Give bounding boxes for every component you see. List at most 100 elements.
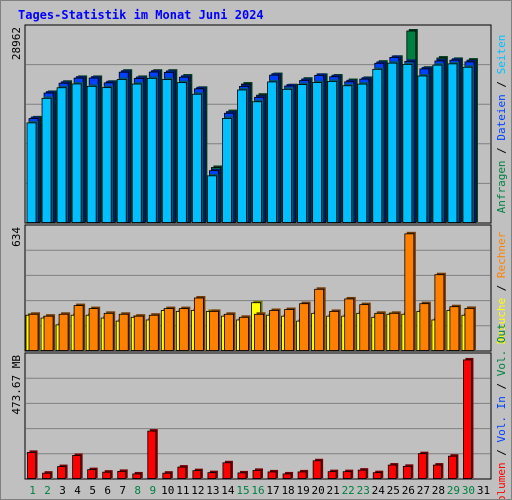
bar-volumen-9	[147, 430, 157, 479]
bar-seiten-9	[146, 77, 157, 223]
day-label-30: 30	[462, 484, 475, 497]
bar-rechner-23	[359, 304, 370, 351]
day-label-3: 3	[59, 484, 66, 497]
legend-separator: /	[495, 141, 508, 161]
bar-rechner-13	[209, 311, 219, 351]
bar-seiten-16	[252, 101, 262, 223]
day-label-5: 5	[89, 484, 96, 497]
day-label-31: 31	[477, 484, 490, 497]
bar-volumen-24	[372, 472, 382, 479]
bar-volumen-29	[448, 455, 457, 479]
bar-seiten-10	[161, 79, 172, 223]
legend-separator: /	[495, 442, 508, 462]
day-label-2: 2	[44, 484, 51, 497]
bar-rechner-25	[389, 312, 400, 351]
bar-rechner-11	[178, 308, 189, 351]
legend-visits: Besuche / Rechner	[495, 231, 508, 344]
bar-volumen-15	[237, 472, 247, 479]
bar-rechner-27	[419, 303, 430, 351]
day-label-4: 4	[74, 484, 81, 497]
bar-volumen-4	[72, 455, 82, 479]
bar-rechner-17	[269, 310, 279, 351]
day-label-15: 15	[236, 484, 249, 497]
panel-visits: 634 Besuche / Rechner	[10, 224, 508, 352]
legend-volume: Volumen / Vol. In / Vol. Out	[495, 323, 508, 499]
bar-rechner-14	[224, 313, 234, 351]
bar-rechner-30	[464, 308, 475, 351]
day-label-19: 19	[296, 484, 309, 497]
day-label-18: 18	[281, 484, 294, 497]
bar-rechner-29	[449, 306, 460, 351]
chart-title: Tages-Statistik im Monat Juni 2024	[18, 8, 264, 22]
bar-rechner-22	[344, 298, 355, 351]
bar-rechner-7	[118, 313, 129, 351]
panel-volume: 473.67 MB Volumen / Vol. In / Vol. Out	[10, 323, 508, 499]
bar-rechner-2	[43, 315, 54, 351]
bar-volumen-23	[357, 469, 367, 479]
day-label-23: 23	[357, 484, 370, 497]
bar-volumen-28	[432, 464, 442, 479]
bar-volumen-14	[222, 462, 232, 479]
bar-seiten-30	[462, 66, 473, 223]
day-label-17: 17	[266, 484, 279, 497]
bar-seiten-5	[86, 85, 97, 223]
bar-volumen-13	[207, 472, 217, 479]
bar-volumen-16	[252, 469, 262, 479]
bar-rechner-19	[299, 303, 309, 351]
day-label-1: 1	[29, 484, 36, 497]
day-label-9: 9	[149, 484, 156, 497]
bar-seiten-4	[71, 83, 82, 223]
day-label-13: 13	[206, 484, 219, 497]
bar-rechner-1	[28, 313, 39, 351]
legend-separator: /	[495, 376, 508, 396]
bar-rechner-15	[239, 316, 249, 351]
bar-volumen-2	[42, 472, 51, 479]
legend-item: Seiten	[495, 35, 508, 75]
bar-seiten-8	[131, 83, 142, 223]
bar-volumen-6	[102, 471, 112, 479]
day-label-16: 16	[251, 484, 264, 497]
day-label-25: 25	[387, 484, 400, 497]
bar-seiten-23	[357, 83, 368, 223]
bar-seiten-28	[432, 64, 443, 223]
bar-seiten-22	[342, 85, 353, 223]
bar-volumen-19	[297, 471, 307, 479]
bar-volumen-11	[177, 466, 187, 479]
bar-rechner-21	[329, 311, 340, 351]
bar-seiten-6	[101, 87, 112, 223]
panel-border	[24, 352, 492, 480]
bar-volumen-27	[417, 453, 427, 479]
day-label-11: 11	[176, 484, 189, 497]
bar-volumen-3	[57, 466, 66, 479]
bar-rechner-4	[73, 305, 84, 351]
bar-volumen-12	[192, 470, 202, 479]
bar-rechner-6	[103, 312, 114, 351]
bar-seiten-26	[402, 64, 413, 223]
bar-volumen-30	[463, 359, 472, 479]
day-label-26: 26	[402, 484, 415, 497]
bar-seiten-24	[372, 68, 383, 223]
bar-seiten-14	[222, 118, 232, 223]
bar-rechner-24	[374, 312, 385, 351]
day-label-21: 21	[327, 484, 340, 497]
legend-item: Vol. Out	[495, 323, 508, 376]
bar-rechner-5	[88, 308, 99, 351]
bar-volumen-21	[327, 471, 337, 479]
bar-seiten-2	[41, 97, 52, 223]
bar-volumen-1	[27, 451, 36, 479]
bar-rechner-20	[314, 288, 325, 351]
bar-seiten-17	[267, 81, 277, 223]
bar-seiten-18	[282, 88, 292, 223]
bar-rechner-10	[163, 308, 174, 351]
legend-item: Rechner	[495, 231, 508, 278]
day-label-28: 28	[432, 484, 445, 497]
bar-seiten-20	[312, 82, 323, 223]
day-label-14: 14	[221, 484, 235, 497]
bar-rechner-9	[148, 314, 159, 351]
bar-rechner-26	[404, 233, 415, 351]
ymax-label: 634	[10, 227, 23, 247]
legend-pages: Anfragen / Dateien / Seiten	[495, 35, 508, 214]
legend-separator: /	[495, 278, 508, 298]
bar-rechner-3	[58, 313, 69, 351]
